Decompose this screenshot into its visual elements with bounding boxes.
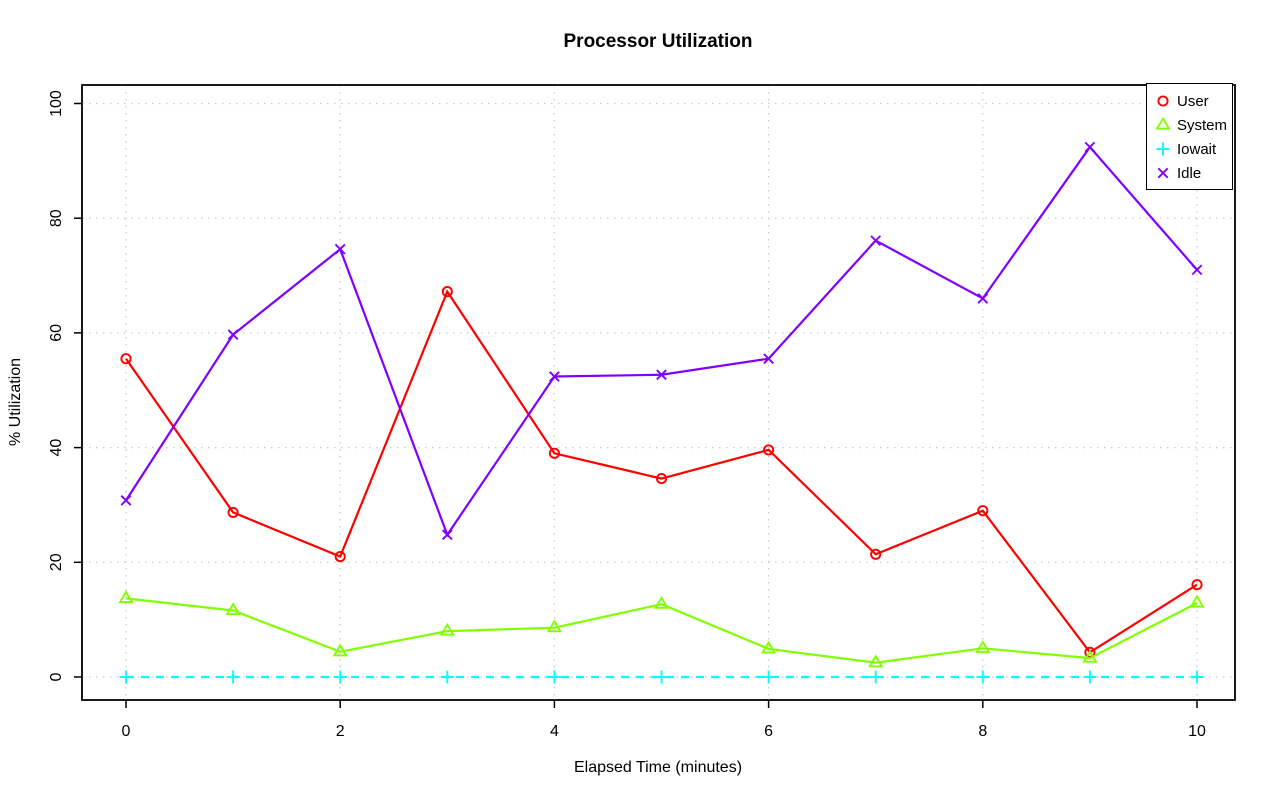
triangle-marker: [975, 640, 991, 653]
series-idle: [120, 141, 1203, 541]
triangle-marker: [760, 640, 777, 654]
x-marker: [656, 369, 667, 381]
x-tick-label: 4: [550, 723, 559, 740]
legend: User System Iowait Idle: [1146, 83, 1233, 190]
circle-marker: [1191, 579, 1203, 591]
x-tick-label: 10: [1188, 723, 1206, 740]
x-tick-label: 0: [122, 723, 131, 740]
series-system: [118, 590, 1205, 668]
circle-marker: [763, 444, 775, 456]
circle-marker: [441, 286, 453, 298]
series-iowait: [119, 670, 1204, 684]
circle-marker: [870, 548, 882, 560]
axis-tick-labels: 0 20 40 60 80 100 0 2 4 6 8 10: [48, 90, 1206, 740]
y-tick-label: 100: [48, 90, 65, 117]
circle-marker: [655, 473, 668, 485]
axis-ticks: [74, 102, 1198, 708]
x-tick-label: 8: [978, 723, 987, 740]
plus-marker: [1190, 670, 1204, 684]
plus-marker: [1156, 142, 1170, 156]
triangle-marker: [332, 643, 348, 657]
x-marker: [227, 329, 239, 340]
x-marker: [977, 293, 989, 304]
y-tick-label: 40: [48, 439, 65, 457]
x-marker: [1191, 264, 1203, 276]
x-marker: [870, 235, 882, 246]
x-marker: [334, 243, 346, 255]
plus-marker: [119, 670, 133, 684]
legend-item-iowait: Iowait: [1147, 137, 1232, 161]
x-marker: [120, 494, 132, 506]
chart-title: Processor Utilization: [563, 31, 753, 52]
triangle-marker: [1189, 594, 1205, 608]
triangle-marker: [439, 622, 455, 636]
legend-label-system: System: [1177, 116, 1228, 134]
x-marker: [549, 371, 560, 382]
plot-box: [81, 84, 1236, 701]
circle-marker: [120, 353, 132, 365]
legend-item-system: System: [1147, 113, 1232, 137]
y-tick-label: 0: [48, 672, 65, 681]
circle-marker: [1157, 95, 1169, 107]
legend-item-idle: Idle: [1147, 161, 1232, 185]
legend-label-iowait: Iowait: [1177, 140, 1217, 158]
series-user: [120, 286, 1203, 658]
plus-marker: [762, 670, 776, 684]
circle-marker: [548, 447, 560, 459]
x-tick-label: 6: [764, 723, 773, 740]
y-tick-label: 20: [48, 553, 65, 571]
legend-item-user: User: [1147, 89, 1232, 113]
plus-marker: [655, 670, 668, 684]
plus-icon: [1156, 142, 1170, 156]
legend-label-user: User: [1177, 92, 1209, 110]
plus-marker: [333, 670, 347, 684]
plus-marker: [1083, 670, 1097, 684]
plus-marker: [869, 670, 883, 684]
x-axis-label: Elapsed Time (minutes): [573, 759, 743, 776]
triangle-marker: [118, 590, 134, 603]
triangle-marker: [653, 595, 670, 609]
triangle-marker: [868, 654, 884, 668]
x-marker: [1084, 141, 1096, 153]
plus-marker: [440, 670, 454, 684]
circle-marker: [227, 506, 239, 518]
x-marker: [441, 529, 453, 541]
y-axis-label: % Utilization: [7, 357, 24, 447]
x-tick-label: 2: [336, 723, 345, 740]
triangle-marker: [546, 619, 563, 633]
triangle-icon: [1155, 117, 1171, 130]
plus-marker: [976, 670, 990, 684]
triangle-marker: [1082, 649, 1098, 663]
x-marker: [1157, 167, 1169, 179]
legend-label-idle: Idle: [1177, 164, 1202, 182]
plus-marker: [547, 670, 561, 684]
triangle-marker: [1155, 117, 1171, 130]
y-tick-label: 60: [48, 324, 65, 342]
circle-marker: [334, 551, 346, 563]
circle-marker: [977, 505, 989, 517]
triangle-marker: [225, 602, 241, 616]
y-tick-label: 80: [48, 209, 65, 227]
x-marker: [763, 353, 774, 365]
x-icon: [1157, 167, 1169, 179]
circle-icon: [1157, 95, 1169, 107]
plus-marker: [226, 670, 240, 684]
